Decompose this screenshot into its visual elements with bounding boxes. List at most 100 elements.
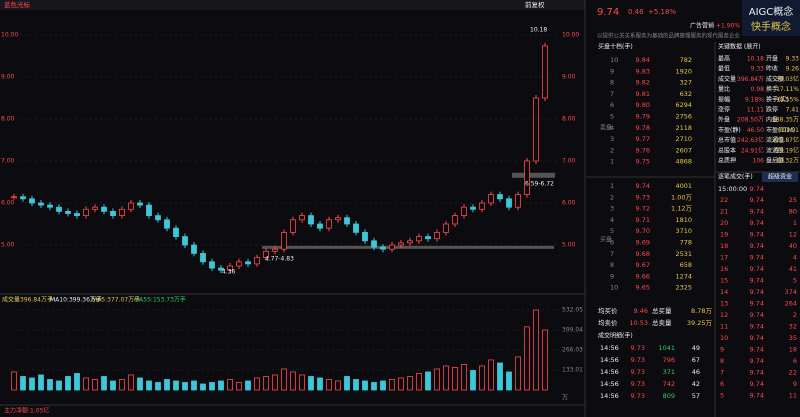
candle [479,202,485,210]
y-tick-label: 7.00 [1,158,15,165]
trade-count: 57 [692,392,700,400]
candle [182,236,188,246]
key-value: 9.33 [751,66,765,73]
tick-index: 20 [720,219,728,227]
level-price: 9.82 [636,79,650,87]
trade-price: 9.73 [631,392,645,400]
tick-price: 9.74 [750,392,764,400]
volume-bar [542,329,548,391]
y-tick-label: 9.00 [1,74,15,81]
trade-count: 42 [692,380,700,388]
key-label: 涨停 [718,106,730,114]
tick-price: 9.74 [750,254,764,262]
key-label: 换手 [766,85,778,93]
tick-volume: 22 [789,369,797,377]
tick-index: 16 [720,265,728,273]
candle [164,219,170,229]
level-volume: 4001 [675,182,692,190]
trade-price: 9.73 [631,380,645,388]
trade-time: 14:56 [600,344,619,352]
level: 6 [610,239,614,247]
level: 1 [610,158,614,166]
volume-bar [470,370,476,391]
summary-label: 均卖价 [598,318,618,327]
trade-count: 67 [692,356,700,364]
volume-bar [272,374,278,391]
volume-bar [20,376,26,391]
price-band [512,172,555,178]
trade-count: 49 [692,344,700,352]
level: 2 [610,146,614,154]
level-price: 9.84 [636,56,650,64]
volume-bar [182,382,188,391]
key-value: 811.91 [778,127,799,134]
level-price: 9.67 [636,261,650,269]
sector-pct: +1.90% [716,23,740,30]
tick-price: 9.74 [750,380,764,388]
candle [488,194,494,204]
volume-bar [119,379,125,391]
tick-volume: 5 [793,277,797,285]
level-price: 9.69 [636,239,650,247]
candle [146,204,152,217]
candle [209,261,215,269]
tab-label: 超级资金 [768,173,792,181]
tick-index: 15 [720,277,728,285]
level: 8 [610,79,614,87]
candle [92,206,98,210]
level: 9 [610,67,614,75]
level: 10 [610,56,618,64]
volume-bar [533,309,539,391]
panel-title: 成交明细(手) [598,332,633,340]
candle [524,160,530,195]
candle [227,265,233,271]
key-value: 10.32万 [776,158,799,165]
key-value: 208.50万 [737,117,764,124]
volume-bar [290,371,296,391]
level: 8 [610,261,614,269]
y-tick-label-right: 7.00 [562,158,576,165]
trade-volume: 1041 [658,344,675,352]
volume-bar [65,376,71,391]
volume-bar [434,368,440,391]
level: 4 [610,216,614,224]
key-label: 盘后额 [766,157,784,165]
level-price: 9.80 [636,101,650,109]
y-tick-label: 532.05 [562,307,583,314]
volume-bar [245,380,251,391]
trade-time: 14:56 [600,380,619,388]
volume-bar [353,379,359,391]
tick-price: 9.74 [750,242,764,250]
key-label: 流通值 [766,136,784,144]
tick-volume: 32 [789,323,797,331]
ad-banner[interactable] [742,0,800,36]
candle [515,194,521,208]
main-flow: 主力净额:1.05亿 [4,407,49,415]
level-volume: 2710 [675,135,692,143]
level: 10 [610,284,618,292]
panel-title: 买盘十档(手) [598,43,633,51]
tick-volume: 1 [793,219,797,227]
candle [173,227,179,237]
tab[interactable] [762,172,798,182]
key-value: 9.18% [745,96,764,103]
level-volume: 2756 [675,113,692,121]
key-label: 成交额 [766,75,784,83]
y-tick-label-right: 8.00 [562,116,576,123]
volume-bar [506,371,512,391]
candle [344,217,350,225]
level-volume: 4868 [675,158,692,166]
volume-bar [479,365,485,391]
volume-bar [236,382,242,391]
change-pct: +5.18% [648,8,676,16]
key-label: 振幅 [718,95,730,103]
candle [443,223,449,233]
tick-price: 9.74 [750,265,764,273]
trade-time: 14:56 [600,392,619,400]
volume-bar [452,367,458,391]
tick-index: 22 [720,196,728,204]
y-tick-label: 399.04 [562,326,583,333]
candle [101,206,107,212]
candle [38,202,44,206]
